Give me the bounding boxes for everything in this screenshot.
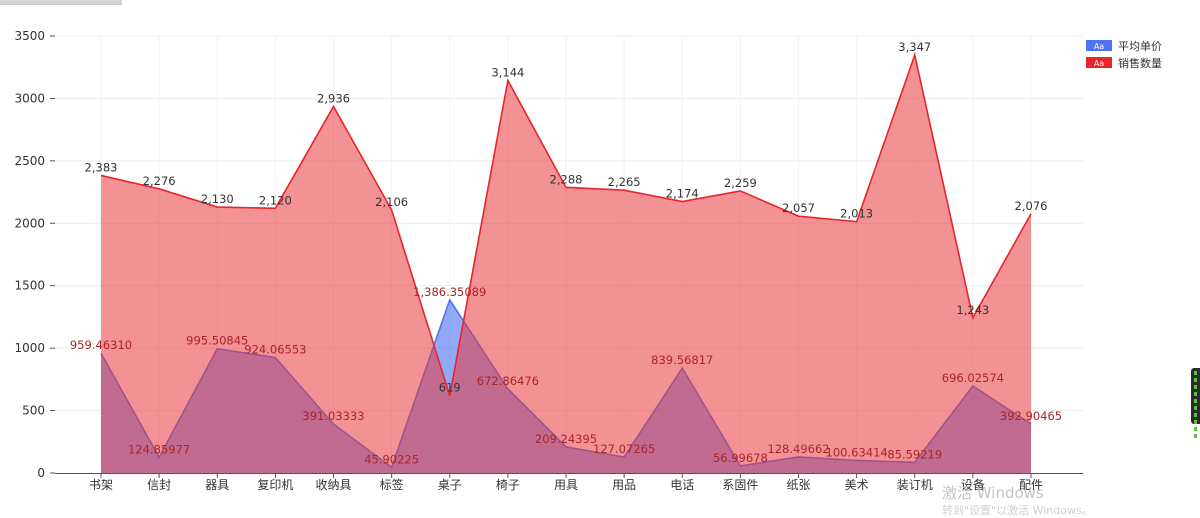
x-tick-label: 设备 [961,478,985,492]
legend-swatch [1086,57,1112,68]
x-tick-label: 收纳具 [315,478,351,492]
x-tick-label: 书架 [89,478,113,492]
data-label: 839.56817 [651,353,713,367]
y-tick-label: 1500 [14,279,45,293]
data-label: 127.07265 [593,442,655,456]
data-label: 124.85977 [128,442,190,456]
data-label: 672.86476 [477,374,539,388]
data-label: 619 [439,381,461,395]
data-label: 2,288 [550,172,583,186]
x-tick-label: 纸张 [786,478,810,492]
data-label: 995.50845 [186,334,248,348]
data-label: 2,936 [317,91,350,105]
x-tick-label: 美术 [845,478,869,492]
x-tick-label: 信封 [147,478,171,492]
data-label: 2,174 [666,187,699,201]
x-tick-label: 椅子 [496,478,520,492]
data-label: 2,013 [840,207,873,221]
y-tick-label: 3000 [14,91,45,105]
series-areas [100,52,1032,473]
series-line [100,52,1032,396]
data-label: 696.02574 [942,371,1004,385]
legend[interactable]: Aa 平均单价 Aa 销售数量 [1086,40,1162,70]
x-tick-label: 系固件 [722,478,758,492]
data-label: 2,130 [201,192,234,206]
data-label: 2,057 [782,201,815,215]
x-tick-label: 复印机 [257,478,293,492]
x-tick-label: 标签 [380,477,404,492]
data-label: 3,347 [898,40,931,54]
x-tick-label: 桌子 [438,478,462,492]
data-label: 2,276 [143,174,176,188]
x-tick-label: 电话 [670,478,694,492]
x-tick-label: 配件 [1019,478,1043,492]
data-label: 3,144 [491,65,524,79]
data-label: 391.03333 [302,409,364,423]
data-label: 45.90225 [364,452,419,466]
legend-item[interactable]: Aa 平均单价 [1086,40,1162,53]
y-tick-label: 1000 [14,341,45,355]
data-label: 2,120 [259,193,292,207]
legend-marker-text: Aa [1094,59,1104,68]
top-tab-strip [0,0,122,5]
data-label: 1,386.35089 [413,285,486,299]
data-label: 85.59219 [887,447,942,461]
data-label: 1,243 [956,303,989,317]
legend-label: 平均单价 [1118,40,1162,53]
legend-marker-text: Aa [1094,42,1104,51]
series-area [101,55,1031,473]
x-tick-label: 用品 [612,478,636,492]
legend-item[interactable]: Aa 销售数量 [1086,56,1162,70]
legend-label: 销售数量 [1118,56,1162,70]
windows-activation-hint: 转到"设置"以激活 Windows。 [942,504,1093,517]
data-label: 128.49662 [767,442,829,456]
data-label: 209.24395 [535,432,597,446]
x-tick-label: 装订机 [897,478,933,492]
x-tick-label: 器具 [205,478,229,492]
data-label: 100.63414 [826,445,888,459]
data-label: 56.99678 [713,451,768,465]
y-tick-label: 3500 [14,29,45,43]
side-scroll-handle[interactable] [1191,368,1200,438]
data-label: 2,076 [1015,199,1048,213]
y-tick-label: 2000 [14,216,45,230]
data-label: 2,383 [85,160,118,174]
data-label: 392.90465 [1000,409,1062,423]
y-tick-label: 500 [22,404,45,418]
data-label: 2,106 [375,195,408,209]
data-label: 959.46310 [70,338,132,352]
legend-swatch [1086,40,1112,51]
axes: 0 500 1000 1500 2000 2500 3000 3500 书架 信封 器具 复印机 收纳具… [14,29,1083,492]
data-label: 2,259 [724,176,757,190]
y-tick-label: 2500 [14,154,45,168]
data-label: 2,265 [608,175,641,189]
data-label: 924.06553 [244,343,306,357]
x-tick-label: 用具 [554,478,578,492]
windows-activation-watermark: 激活 Windows [942,484,1044,502]
y-tick-label: 0 [37,466,45,480]
